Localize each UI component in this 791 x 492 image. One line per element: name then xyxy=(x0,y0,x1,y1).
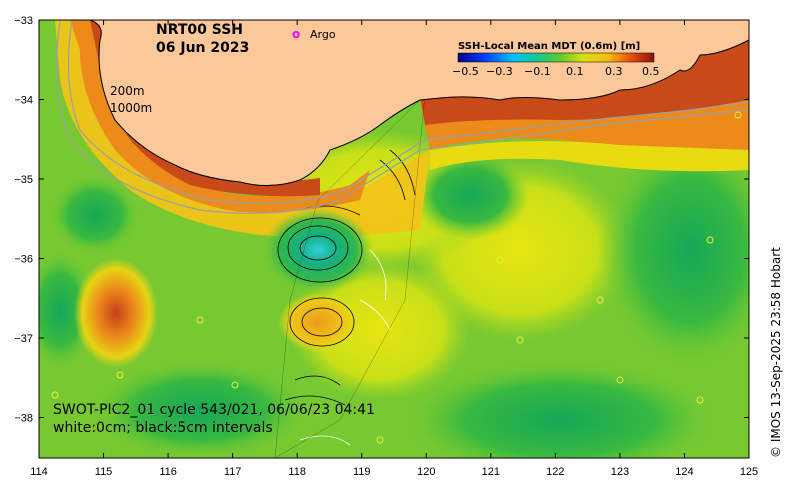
y-axis: −33 −34 −35 −36 −37 −38 xyxy=(14,15,749,425)
colorbar-tick: −0.3 xyxy=(486,65,513,78)
y-tick-label: −37 xyxy=(14,333,33,345)
x-tick-label: 122 xyxy=(546,466,564,478)
east-yellow-strip xyxy=(430,141,749,172)
swot-warm-blob xyxy=(278,292,358,352)
x-tick-label: 119 xyxy=(353,466,371,478)
map-title-line1: NRT00 SSH xyxy=(156,22,243,38)
plot-area xyxy=(39,20,749,458)
argo-legend-marker: o xyxy=(292,27,300,41)
colorbar-title: SSH-Local Mean MDT (0.6m) [m] xyxy=(458,41,640,52)
x-tick-label: 116 xyxy=(159,466,177,478)
colorbar xyxy=(457,52,655,63)
x-tick-label: 117 xyxy=(224,466,242,478)
swot-contour-label: white:0cm; black:5cm intervals xyxy=(53,420,273,436)
shelf-warm-band xyxy=(55,20,430,237)
x-tick-label: 123 xyxy=(611,466,629,478)
x-axis: 114 115 116 117 118 119 120 121 122 123 124 125 xyxy=(30,20,758,478)
x-tick-label: 124 xyxy=(675,466,693,478)
x-tick-label: 118 xyxy=(288,466,306,478)
colorbar-tick: 0.3 xyxy=(605,65,623,78)
argo-markers xyxy=(51,111,742,444)
colorbar-tick: −0.1 xyxy=(524,65,551,78)
green-eddy-south xyxy=(90,360,310,458)
cold-eddy-core xyxy=(263,208,373,292)
green-eddy-far-east xyxy=(600,130,749,370)
y-tick-label: −38 xyxy=(14,413,33,425)
colorbar-tick: −0.5 xyxy=(452,65,479,78)
x-tick-label: 125 xyxy=(740,466,758,478)
swot-pass-label: SWOT-PIC2_01 cycle 543/021, 06/06/23 04:… xyxy=(53,402,375,418)
bathymetry-contours xyxy=(56,20,749,214)
x-tick-label: 121 xyxy=(482,466,500,478)
depth-label-200m: 200m xyxy=(110,84,145,98)
x-tick-label: 115 xyxy=(95,466,113,478)
shelf-orange-band xyxy=(70,20,370,213)
depth-label-1000m: 1000m xyxy=(110,101,152,115)
y-tick-label: −35 xyxy=(14,174,33,186)
colorbar-tick: 0.5 xyxy=(642,65,660,78)
green-eddy-west xyxy=(50,175,140,255)
plot-frame xyxy=(38,19,750,459)
y-tick-label: −33 xyxy=(14,15,33,27)
colorbar-ticks: −0.5 −0.3 −0.1 0.1 0.3 0.5 xyxy=(452,65,660,78)
swot-white-contours xyxy=(299,249,391,446)
green-eddy-east xyxy=(410,150,530,240)
x-tick-label: 114 xyxy=(30,466,48,478)
credit-label: © IMOS 13-Sep-2025 23:58 Hobart xyxy=(769,247,783,458)
y-tick-label: −34 xyxy=(14,95,33,107)
warm-eddy-core xyxy=(74,258,158,368)
swot-contours xyxy=(277,149,416,406)
map-title-line2: 06 Jun 2023 xyxy=(156,40,249,56)
x-tick-label: 120 xyxy=(417,466,435,478)
y-tick-label: −36 xyxy=(14,254,33,266)
argo-legend-label: Argo xyxy=(310,28,336,41)
colorbar-tick: 0.1 xyxy=(566,65,584,78)
shelf-red-band xyxy=(90,20,320,197)
green-eddy-southeast xyxy=(400,360,720,458)
